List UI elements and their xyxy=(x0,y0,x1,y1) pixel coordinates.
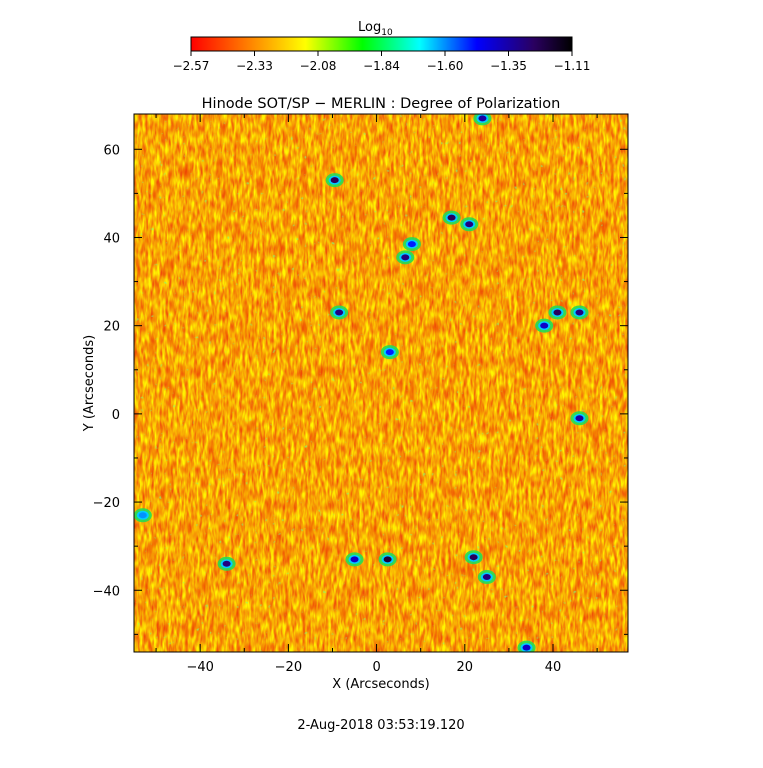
feature-core xyxy=(383,556,392,563)
feature-core xyxy=(575,309,584,316)
x-tick-label: 40 xyxy=(545,660,562,675)
colorbar-tick-label: −1.35 xyxy=(490,59,527,73)
feature-core xyxy=(138,512,147,519)
colorbar-tick-label: −1.60 xyxy=(427,59,464,73)
y-axis-label: Y (Arcseconds) xyxy=(82,335,97,432)
colorbar-label: Log10 xyxy=(358,20,393,38)
plot-frame xyxy=(133,113,629,653)
feature-core xyxy=(465,221,474,228)
y-tick-label: 40 xyxy=(103,231,120,246)
x-axis-ticks: −40 −20 0 20 40 xyxy=(155,114,598,675)
x-axis-label: X (Arcseconds) xyxy=(332,677,429,692)
feature-core xyxy=(401,254,410,261)
x-tick-label: 0 xyxy=(372,660,380,675)
feature-core xyxy=(553,309,562,316)
feature-core xyxy=(575,415,584,422)
colorbar-tick-label: −2.08 xyxy=(300,59,337,73)
chart-title: Hinode SOT/SP − MERLIN : Degree of Polar… xyxy=(202,96,561,112)
y-tick-label: 60 xyxy=(103,143,120,158)
y-tick-label: −20 xyxy=(93,496,120,511)
heatmap-image xyxy=(134,114,628,652)
feature-core xyxy=(540,322,549,329)
polarization-features xyxy=(134,114,589,652)
colorbar-tick-label: −2.57 xyxy=(173,59,210,73)
feature-core xyxy=(385,349,394,356)
timestamp: 2-Aug-2018 03:53:19.120 xyxy=(297,718,464,733)
feature-core xyxy=(330,177,339,184)
feature-core xyxy=(478,115,487,122)
x-tick-label: −40 xyxy=(186,660,213,675)
colorbar-tick-label: −1.11 xyxy=(554,59,591,73)
y-tick-label: 0 xyxy=(112,408,120,423)
feature-core xyxy=(350,556,359,563)
x-tick-label: 20 xyxy=(457,660,474,675)
colorbar-ticks: −2.57 −2.33 −2.08 −1.84 −1.60 −1.35 −1.11 xyxy=(173,51,591,73)
feature-core xyxy=(447,214,456,221)
colorbar-tick-label: −1.84 xyxy=(363,59,400,73)
feature-core xyxy=(222,560,231,567)
feature-core xyxy=(522,644,531,651)
colorbar-tick-label: −2.33 xyxy=(236,59,273,73)
feature-core xyxy=(335,309,344,316)
colorbar: Log10 −2.57 −2.33 −2.08 −1.84 −1.60 −1.35 −1.1… xyxy=(173,20,591,73)
y-tick-label: −40 xyxy=(93,584,120,599)
feature-core xyxy=(482,574,491,581)
y-axis-ticks: −40 −20 0 20 40 60 xyxy=(93,143,628,635)
y-tick-label: 20 xyxy=(103,320,120,335)
feature-core xyxy=(407,241,416,248)
feature-core xyxy=(469,554,478,561)
x-tick-label: −20 xyxy=(275,660,302,675)
colorbar-gradient xyxy=(190,36,573,52)
